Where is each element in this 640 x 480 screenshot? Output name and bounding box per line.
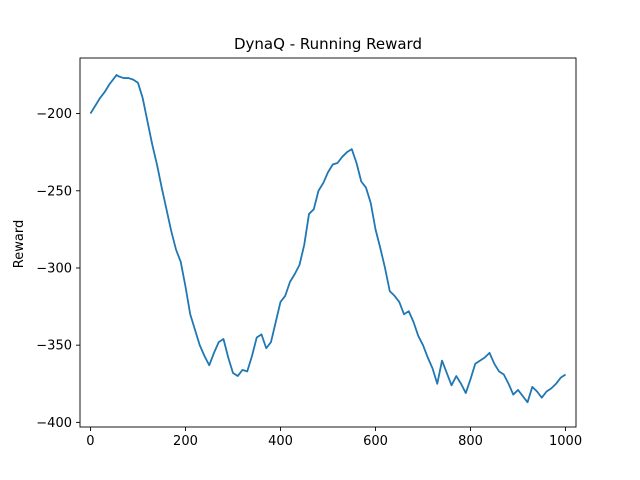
series-line-0 bbox=[89, 74, 567, 404]
x-tick-label: 800 bbox=[458, 434, 483, 449]
y-tick-label: −400 bbox=[36, 416, 72, 431]
plot-frame bbox=[79, 57, 577, 428]
y-tick-label: −350 bbox=[36, 339, 72, 354]
x-tick-label: 1000 bbox=[549, 434, 582, 449]
y-tick-label: −250 bbox=[36, 184, 72, 199]
y-axis-label: Reward bbox=[12, 220, 27, 268]
y-tick-label: −300 bbox=[36, 261, 72, 276]
x-tick-label: 600 bbox=[363, 434, 388, 449]
x-tick-label: 200 bbox=[173, 434, 198, 449]
chart-title: DynaQ - Running Reward bbox=[234, 35, 422, 53]
x-tick-label: 400 bbox=[268, 434, 293, 449]
y-tick-label: −200 bbox=[36, 107, 72, 122]
plot-area: 0 200 400 600 800 1000 −400 −350 −300 −250 −200 bbox=[36, 57, 582, 449]
x-tick-label: 0 bbox=[86, 434, 94, 449]
